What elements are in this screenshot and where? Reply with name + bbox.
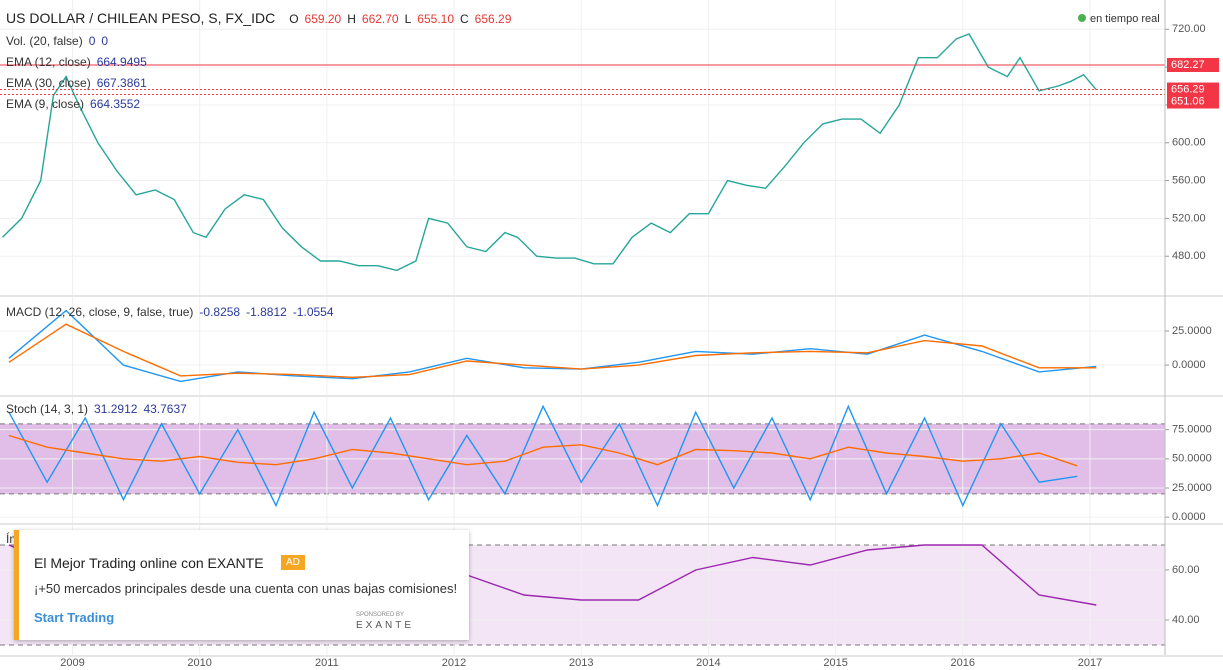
price-tag (1167, 57, 1219, 72)
y-tick-label: 50.0000 (1172, 453, 1212, 465)
y-tick-label: 0.0000 (1172, 359, 1206, 371)
x-tick-label: 2016 (951, 657, 975, 669)
y-tick-label: 520.00 (1172, 212, 1206, 224)
ad-title: El Mejor Trading online con EXANTE (34, 555, 264, 571)
price-tag (1167, 82, 1219, 97)
legend-value: 0 (88, 34, 96, 48)
ohlc-label: L (404, 12, 412, 26)
legend-value: 31.2912 (94, 402, 138, 416)
indicator-legend: MACD (12, 26, close, 9, false, true) -0.8… (6, 305, 334, 319)
legend-value: 667.3861 (96, 76, 147, 90)
indicator-legend: EMA (30, close) 667.3861 (6, 76, 147, 90)
price-tag (1167, 94, 1219, 109)
x-tick-label: 2009 (60, 657, 84, 669)
x-tick-label: 2012 (442, 657, 466, 669)
y-tick-label: 720.00 (1172, 23, 1206, 35)
legend-name: EMA (30, close) (6, 76, 91, 90)
ohlc-value: 655.10 (417, 12, 454, 26)
legend-value: 664.3552 (90, 97, 141, 111)
x-tick-label: 2014 (696, 657, 720, 669)
legend-name: Vol. (20, false) (6, 34, 83, 48)
series-line (8, 434, 1078, 467)
y-tick-label: 600.00 (1172, 137, 1206, 149)
legend-name: EMA (9, close) (6, 97, 85, 111)
y-tick-label: 25.0000 (1172, 482, 1212, 494)
legend-value: -1.0554 (292, 305, 334, 319)
y-tick-label: 560.00 (1172, 174, 1206, 186)
ad-text: ¡+50 mercados principales desde una cuen… (34, 581, 458, 596)
ohlc-value: 656.29 (474, 12, 512, 26)
series-line (8, 404, 1078, 508)
ad-badge: AD (281, 555, 305, 570)
ad-cta[interactable]: Start Trading (34, 610, 115, 625)
y-tick-label: 75.0000 (1172, 424, 1212, 436)
ohlc-label: O (289, 12, 299, 26)
y-tick-label: 25.0000 (1172, 325, 1212, 337)
y-tick-label: 40.00 (1172, 614, 1200, 626)
legend-value: 0 (101, 34, 109, 48)
x-tick-label: 2015 (823, 657, 847, 669)
indicator-legend: Vol. (20, false) 0 0 (6, 34, 108, 48)
ad-box: El Mejor Trading online con EXANTE AD ¡+… (14, 530, 469, 640)
indicator-legend: EMA (12, close) 664.9495 (6, 55, 147, 69)
x-tick-label: 2010 (187, 657, 211, 669)
ohlc-label: C (460, 12, 469, 26)
x-tick-label: 2011 (315, 657, 339, 669)
ad-brand: EXANTE (356, 620, 415, 631)
legend-value: -0.8258 (199, 305, 241, 319)
price-tag-label: 682.27 (1171, 59, 1205, 71)
y-tick-label: 0.0000 (1172, 511, 1206, 523)
series-line (2, 33, 1097, 272)
price-tag-label: 656.29 (1171, 83, 1205, 95)
series-line (8, 309, 1097, 383)
x-tick-label: 2017 (1078, 657, 1102, 669)
legend-name: MACD (12, 26, close, 9, false, true) (6, 305, 194, 319)
legend-value: 664.9495 (96, 55, 147, 69)
symbol-title: US DOLLAR / CHILEAN PESO, S, FX_IDC (6, 10, 276, 26)
legend-name: EMA (12, close) (6, 55, 91, 69)
indicator-legend: EMA (9, close) 664.3552 (6, 97, 140, 111)
indicator-legend: Stoch (14, 3, 1) 31.2912 43.7637 (6, 402, 187, 416)
ohlc-label: H (347, 12, 356, 26)
y-tick-label: 60.00 (1172, 564, 1200, 576)
header: US DOLLAR / CHILEAN PESO, S, FX_IDC O 659.… (6, 10, 517, 26)
realtime-status: en tiempo real (1078, 13, 1160, 25)
ad-sponsor: SPONSORED BY (356, 612, 405, 618)
legend-value: 43.7637 (143, 402, 187, 416)
legend-name: Stoch (14, 3, 1) (6, 402, 89, 416)
x-tick-label: 2013 (569, 657, 593, 669)
ohlc-value: 662.70 (361, 12, 399, 26)
price-tag-label: 651.06 (1171, 95, 1205, 107)
ohlc-value: 659.20 (304, 12, 342, 26)
legend-value: -1.8812 (246, 305, 287, 319)
y-tick-label: 480.00 (1172, 250, 1206, 262)
series-line (8, 323, 1097, 379)
